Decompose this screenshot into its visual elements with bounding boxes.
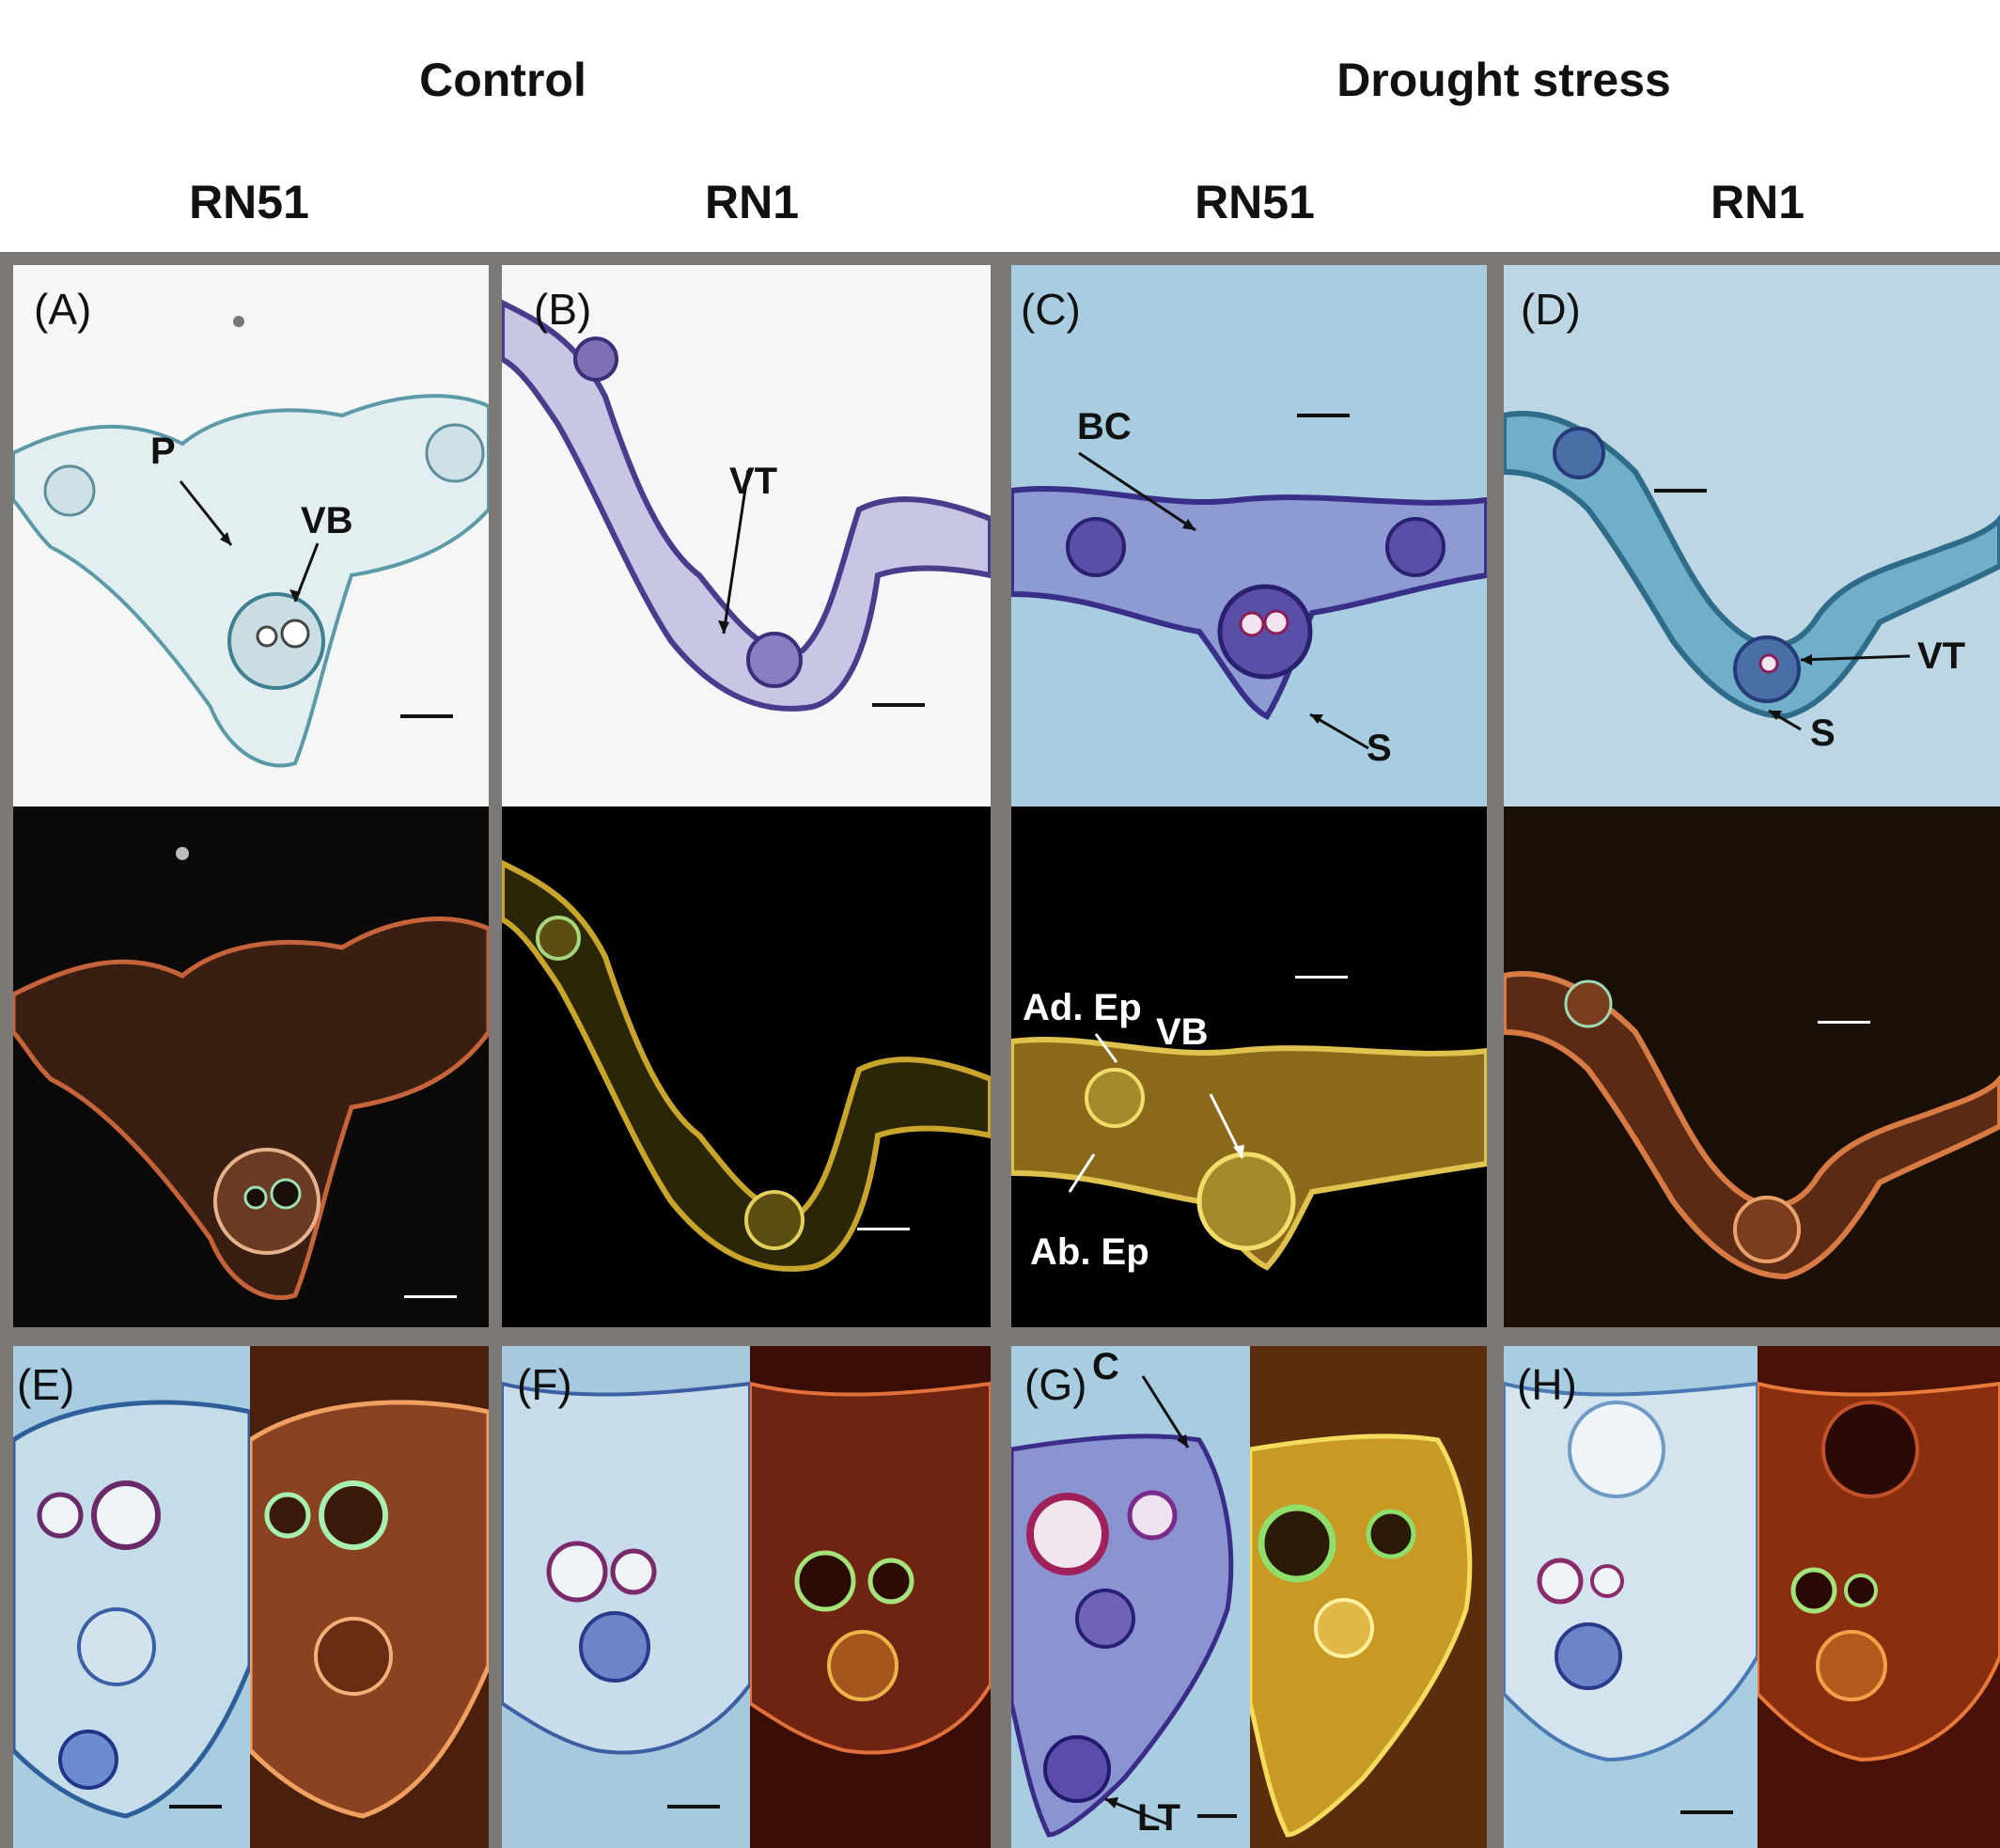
- leaf-section-brightfield-image: [1504, 411, 2000, 731]
- scale-bar: [1654, 489, 1707, 493]
- panel-label-b: (B): [534, 285, 592, 334]
- vascular-bundle-brightfield-image: [502, 1381, 750, 1755]
- group-header-control: Control: [419, 54, 586, 106]
- vascular-bundle-brightfield-image: [1504, 1381, 1758, 1762]
- annotation-vt: VT: [729, 461, 778, 502]
- vascular-bundle-fluorescence-image: [1250, 1433, 1473, 1838]
- panel-b-fluorescence: [502, 807, 991, 1327]
- annotation-vb: VB: [1156, 1011, 1209, 1053]
- panel-d-brightfield: (D) VT S: [1504, 265, 2000, 807]
- scale-bar: [1297, 414, 1350, 417]
- panel-label-e: (E): [17, 1360, 75, 1409]
- group-header-drought: Drought stress: [1336, 54, 1671, 106]
- panel-g-fluorescence: [1250, 1346, 1487, 1848]
- scale-bar: [1818, 1021, 1870, 1024]
- annotation-ab-ep: Ab. Ep: [1030, 1231, 1149, 1273]
- panel-d-fluorescence: [1504, 807, 2000, 1327]
- panel-c-fluorescence: Ad. Ep VB Ab. Ep: [1011, 807, 1487, 1327]
- panel-g-brightfield: (G) C LT: [1011, 1346, 1250, 1848]
- column-header-control-rn1: RN1: [704, 176, 800, 228]
- panel-h-brightfield: (H): [1504, 1346, 1758, 1848]
- panel-label-d: (D): [1521, 285, 1581, 334]
- leaf-section-brightfield-image: [502, 299, 991, 712]
- leaf-section-brightfield-image: [1011, 451, 1487, 750]
- vascular-bundle-brightfield-image: [13, 1400, 250, 1819]
- leaf-section-fluorescence-image: [13, 847, 489, 1300]
- scale-bar: [1197, 1814, 1237, 1818]
- vascular-bundle-brightfield-image: [1011, 1375, 1234, 1838]
- annotation-s: S: [1367, 728, 1392, 769]
- panel-label-g: (G): [1024, 1360, 1087, 1409]
- annotation-s: S: [1810, 713, 1836, 754]
- annotation-bc: BC: [1077, 406, 1132, 447]
- vascular-bundle-fluorescence-image: [250, 1400, 489, 1819]
- scale-bar: [404, 1295, 457, 1298]
- panel-label-c: (C): [1021, 285, 1081, 334]
- column-header-control-rn51: RN51: [189, 176, 309, 228]
- leaf-section-brightfield-image: [13, 316, 489, 768]
- scale-bar: [857, 1228, 910, 1230]
- panel-a-brightfield: (A) P VB: [13, 265, 489, 807]
- panel-f-fluorescence: [750, 1346, 991, 1848]
- leaf-section-fluorescence-image: [502, 859, 991, 1272]
- annotation-vb: VB: [301, 500, 353, 541]
- scale-bar: [400, 714, 453, 718]
- panel-a-fluorescence: [13, 807, 489, 1327]
- panel-e-fluorescence: [250, 1346, 489, 1848]
- annotation-vt: VT: [1917, 635, 1966, 677]
- panel-b-brightfield: (B) VT: [502, 265, 991, 807]
- annotation-c: C: [1092, 1346, 1119, 1387]
- scale-bar: [872, 703, 925, 707]
- leaf-section-fluorescence-image: [1011, 1033, 1487, 1271]
- scale-bar: [169, 1805, 222, 1809]
- panel-c-brightfield: (C) BC S: [1011, 265, 1487, 807]
- annotation-p: P: [150, 431, 176, 472]
- panel-h-fluorescence: [1758, 1346, 2000, 1848]
- panel-label-h: (H): [1517, 1360, 1577, 1409]
- panel-f-brightfield: (F): [502, 1346, 750, 1848]
- vascular-bundle-fluorescence-image: [1758, 1381, 2000, 1762]
- panel-label-f: (F): [517, 1360, 572, 1409]
- vascular-bundle-fluorescence-image: [750, 1381, 991, 1755]
- scale-bar: [1295, 976, 1348, 979]
- annotation-ad-ep: Ad. Ep: [1023, 987, 1142, 1028]
- scale-bar: [667, 1805, 720, 1809]
- column-header-drought-rn1: RN1: [1710, 176, 1805, 228]
- scale-bar: [1680, 1810, 1733, 1814]
- column-header-drought-rn51: RN51: [1195, 176, 1315, 228]
- panel-label-a: (A): [34, 285, 92, 334]
- panel-e-brightfield: (E): [13, 1346, 250, 1848]
- annotation-lt: LT: [1137, 1797, 1180, 1839]
- leaf-section-fluorescence-image: [1504, 971, 2000, 1280]
